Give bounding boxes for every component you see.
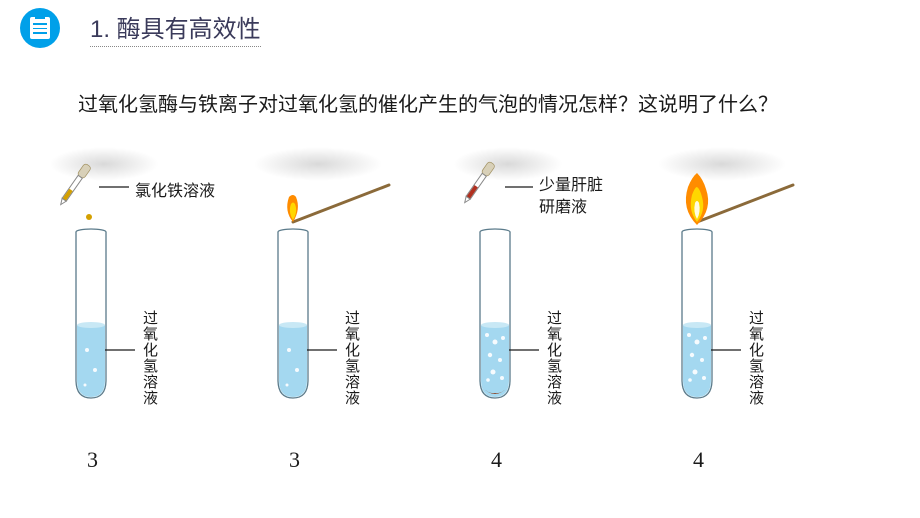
tube-3: 少量肝脏 研磨液 过氧化氢溶液 4 <box>461 155 661 465</box>
tube-4-svg <box>663 155 863 455</box>
clipboard-icon <box>20 8 60 48</box>
tube-label-h2o2-3: 过氧化氢溶液 <box>543 310 564 406</box>
dropper-label-liver-b: 研磨液 <box>539 193 587 217</box>
section-title: 1. 酶具有高效性 <box>90 9 261 47</box>
tube-2-svg <box>259 155 459 455</box>
dropper-label-fecl3: 氯化铁溶液 <box>135 177 215 201</box>
tube-label-h2o2-2: 过氧化氢溶液 <box>341 310 362 406</box>
question-text: 过氧化氢酶与铁离子对过氧化氢的催化产生的气泡的情况怎样？这说明了什么？ <box>78 88 920 117</box>
tube-number-1: 3 <box>87 447 98 473</box>
tube-label-h2o2-4: 过氧化氢溶液 <box>745 310 766 406</box>
tube-4: 过氧化氢溶液 4 <box>663 155 863 465</box>
tube-2: 过氧化氢溶液 3 <box>259 155 459 465</box>
diagram-area: 氯化铁溶液 过氧化氢溶液 3 过氧 <box>0 155 920 495</box>
tube-number-3: 4 <box>491 447 502 473</box>
tube-label-h2o2-1: 过氧化氢溶液 <box>139 310 160 406</box>
tube-1: 氯化铁溶液 过氧化氢溶液 3 <box>57 155 257 465</box>
tube-number-4: 4 <box>693 447 704 473</box>
dropper-label-liver-a: 少量肝脏 <box>539 171 603 195</box>
tube-number-2: 3 <box>289 447 300 473</box>
